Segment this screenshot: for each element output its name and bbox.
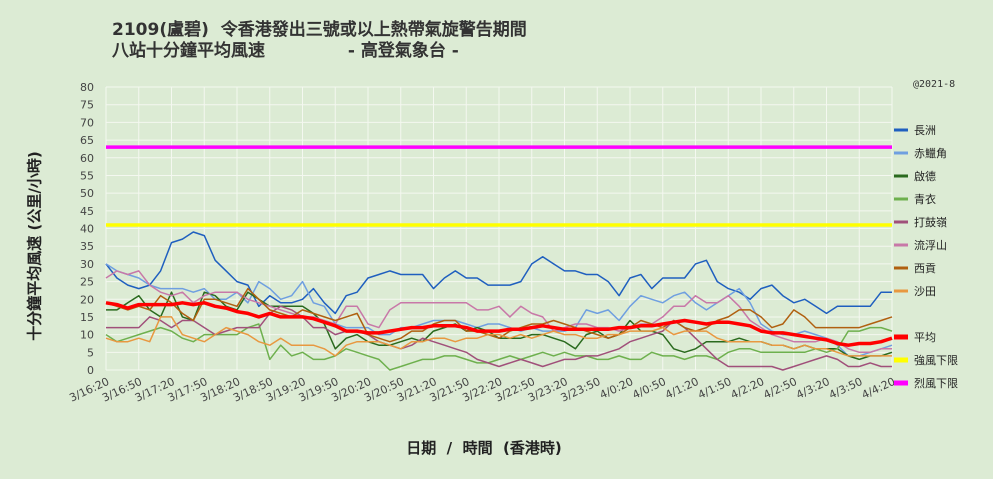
legend-item: 青衣 xyxy=(914,192,936,206)
series-line xyxy=(106,305,892,371)
y-tick-label: 60 xyxy=(80,152,94,165)
x-tick-label: 4/2:50 xyxy=(761,375,799,402)
series-lines xyxy=(105,145,893,371)
y-tick-label: 0 xyxy=(87,364,94,377)
y-tick-label: 20 xyxy=(80,293,94,306)
chart-title-line2: 八站十分鐘平均風速 - 高登氣象台 - xyxy=(112,41,459,61)
y-tick-label: 45 xyxy=(80,205,94,218)
series-line xyxy=(105,270,892,354)
legend-item: 強風下限 xyxy=(914,354,958,367)
x-tick-label: 4/3:20 xyxy=(794,375,832,402)
x-tick-label: 4/1:50 xyxy=(696,375,734,402)
legend-item: 打鼓嶺 xyxy=(914,215,947,229)
chart-title: 2109(盧碧) 令香港發出三號或以上熱帶氣旋警告期間 八站十分鐘平均風速 - … xyxy=(112,20,527,62)
x-tick-label: 4/0:20 xyxy=(598,375,636,402)
y-axis-ticks: 0 5 10 15 20 25 30 35 40 45 50 55 60 65 70 75 80 xyxy=(80,81,94,377)
x-tick-label: 4/3:50 xyxy=(827,375,865,402)
y-tick-label: 40 xyxy=(80,223,94,236)
y-tick-label: 35 xyxy=(80,240,94,253)
y-tick-label: 50 xyxy=(80,187,94,200)
y-tick-label: 15 xyxy=(80,311,94,324)
chart-title-line1: 2109(盧碧) 令香港發出三號或以上熱帶氣旋警告期間 xyxy=(112,20,527,40)
x-axis-ticks: 3/16:203/16:503/17:203/17:503/18:203/18:… xyxy=(67,375,897,405)
x-tick-label: 4/0:50 xyxy=(630,375,668,402)
series-line xyxy=(105,316,892,357)
series-line xyxy=(105,323,893,371)
legend-item: 西貢 xyxy=(914,262,936,275)
x-tick-label: 4/2:20 xyxy=(729,375,767,402)
y-tick-label: 80 xyxy=(80,81,94,94)
y-tick-label: 75 xyxy=(80,99,94,112)
legend-item: 烈風下限 xyxy=(914,376,958,390)
series-line xyxy=(105,231,892,315)
legend-item: 啟德 xyxy=(914,169,936,183)
series-line xyxy=(105,287,893,343)
y-tick-label: 30 xyxy=(80,258,94,271)
legend-item: 流浮山 xyxy=(914,238,947,252)
legend-item: 沙田 xyxy=(914,285,936,298)
legend-item: 平均 xyxy=(914,331,936,344)
y-tick-label: 10 xyxy=(80,329,94,342)
series-line xyxy=(105,301,893,347)
y-tick-label: 70 xyxy=(80,116,94,129)
legend-item: 長洲 xyxy=(914,124,936,137)
x-tick-label: 4/4:20 xyxy=(860,375,898,402)
y-tick-label: 5 xyxy=(87,346,94,359)
y-tick-label: 25 xyxy=(80,276,94,289)
credit-label: @2021-8 xyxy=(913,79,956,90)
y-tick-label: 65 xyxy=(80,134,94,147)
x-axis-label: 日期 / 時間 (香港時) xyxy=(406,439,562,457)
legend-item: 赤鱲角 xyxy=(914,147,947,160)
y-tick-label: 55 xyxy=(80,169,94,182)
x-tick-label: 4/1:20 xyxy=(663,375,701,402)
